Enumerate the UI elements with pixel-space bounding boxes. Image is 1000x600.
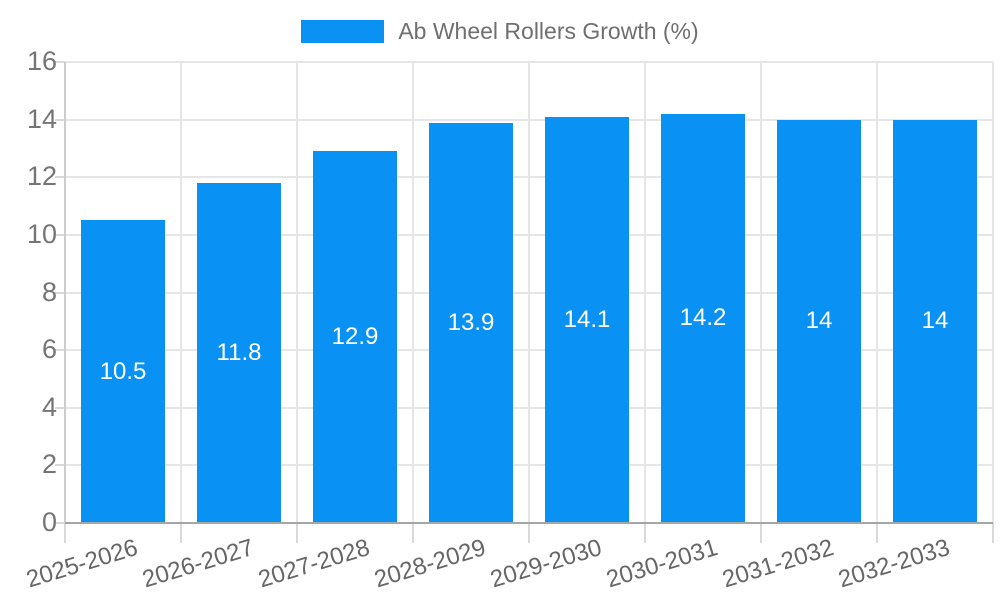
grid-line-v	[992, 62, 994, 523]
grid-line-v	[876, 62, 878, 523]
grid-line-v	[528, 62, 530, 523]
x-axis-tick	[876, 523, 878, 543]
y-axis-tick	[55, 176, 65, 179]
y-tick-label: 4	[41, 391, 57, 422]
x-axis-tick	[64, 523, 66, 543]
bar[interactable]	[197, 183, 281, 523]
y-axis-tick	[55, 233, 65, 236]
chart-legend: Ab Wheel Rollers Growth (%)	[0, 18, 1000, 45]
grid-line-v	[760, 62, 762, 523]
y-tick-label: 16	[26, 46, 57, 76]
bar[interactable]	[313, 151, 397, 523]
y-tick-label: 8	[41, 276, 57, 307]
y-axis-tick	[55, 464, 65, 467]
bar[interactable]	[81, 220, 165, 523]
bar[interactable]	[893, 119, 977, 523]
bar[interactable]	[777, 119, 861, 523]
bar-value-label: 14	[921, 307, 949, 335]
y-axis-tick	[55, 406, 65, 409]
bar-value-label: 13.9	[447, 308, 495, 336]
y-tick-label: 6	[41, 334, 57, 365]
x-axis-tick	[992, 523, 994, 543]
bar[interactable]	[429, 122, 513, 523]
x-axis-tick	[296, 523, 298, 543]
legend-color-swatch	[301, 20, 385, 43]
y-tick-label: 0	[41, 507, 57, 537]
bar-value-label: 12.9	[331, 323, 379, 351]
bar-value-label: 10.5	[99, 357, 147, 385]
y-axis-tick	[55, 349, 65, 352]
y-tick-label: 14	[26, 103, 57, 134]
legend-series-label: Ab Wheel Rollers Growth (%)	[398, 18, 699, 44]
x-axis-tick	[760, 523, 762, 543]
y-axis-line	[64, 62, 66, 523]
grid-line-v	[412, 62, 414, 523]
y-axis-tick	[55, 522, 65, 524]
bar-value-label: 14	[805, 307, 833, 335]
y-axis-tick	[55, 291, 65, 294]
x-axis-tick	[412, 523, 414, 543]
y-axis-tick	[55, 118, 65, 121]
y-tick-label: 2	[41, 449, 57, 480]
x-axis-line	[65, 522, 993, 524]
bar-value-label: 14.2	[679, 304, 727, 332]
y-tick-label: 12	[26, 161, 57, 192]
x-axis-tick	[180, 523, 182, 543]
grid-line-v	[296, 62, 298, 523]
y-axis-tick	[55, 61, 65, 63]
y-tick-label: 10	[26, 218, 57, 249]
x-axis-tick	[528, 523, 530, 543]
x-axis-tick	[644, 523, 646, 543]
bar-value-label: 11.8	[216, 339, 262, 366]
bar[interactable]	[545, 116, 629, 523]
grid-line-v	[644, 62, 646, 523]
grid-line-v	[180, 62, 182, 523]
bar-value-label: 14.1	[563, 305, 611, 333]
bar[interactable]	[661, 113, 745, 523]
